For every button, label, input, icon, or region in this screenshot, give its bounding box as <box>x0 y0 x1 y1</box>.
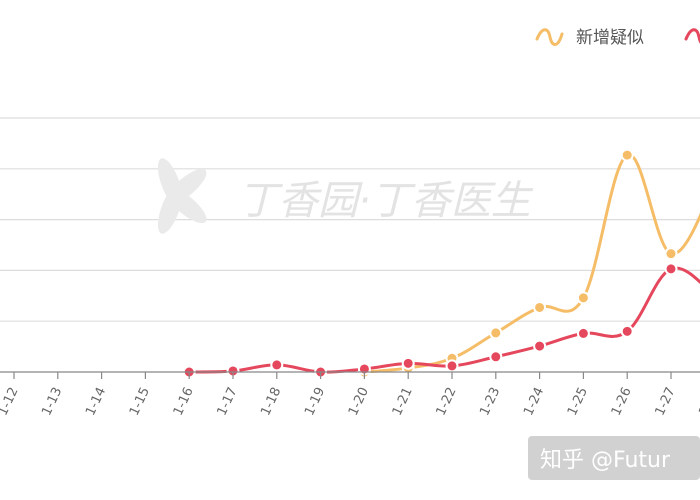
x-tick-label: 1-13 <box>39 385 65 418</box>
watermark-logo <box>157 158 207 234</box>
x-tick-label: 1-20 <box>346 385 372 418</box>
series-2-point-1-25[interactable] <box>576 326 590 340</box>
x-tick-label: 1-23 <box>477 385 503 418</box>
credit-badge: 知乎 @Futur <box>528 436 700 480</box>
gridlines <box>0 117 700 322</box>
x-tick-label: 1-16 <box>171 385 197 418</box>
x-axis: 1-12 1-13 1-14 1-15 1-16 1-17 1-18 1-19 1-20 1-21… <box>0 371 700 418</box>
series-1-point-1-24[interactable] <box>533 300 547 314</box>
series-1-point-1-25[interactable] <box>576 291 590 305</box>
legend: 新增疑似 <box>535 28 700 48</box>
x-tick-label: 1-28 <box>696 385 700 418</box>
series-2-point-1-22[interactable] <box>445 359 459 373</box>
series-1-point-1-23[interactable] <box>489 326 503 340</box>
x-tick-label: 1-15 <box>127 385 153 418</box>
x-tick-label: 1-19 <box>302 385 328 418</box>
watermark: 丁香园·丁香医生 <box>157 158 534 234</box>
x-tick-label: 1-17 <box>215 385 241 418</box>
credit-background <box>528 436 700 480</box>
watermark-text: 丁香园·丁香医生 <box>238 178 534 224</box>
x-tick-label: 1-27 <box>653 385 679 418</box>
x-tick-label: 1-24 <box>521 385 547 418</box>
series-1-point-1-27[interactable] <box>664 247 678 261</box>
series-2-point-1-23[interactable] <box>489 350 503 364</box>
series-2-line <box>187 266 700 374</box>
series-2-point-1-21[interactable] <box>401 356 415 370</box>
x-tick-label: 1-14 <box>83 385 109 418</box>
legend-symbol-1[interactable] <box>535 28 564 46</box>
x-tick-label: 1-12 <box>0 385 22 418</box>
x-tick-label: 1-21 <box>390 385 416 418</box>
legend-symbol-2[interactable] <box>684 28 700 45</box>
series-1-point-1-26[interactable] <box>620 148 634 162</box>
x-tick-label: 1-25 <box>565 385 591 418</box>
series-2-point-1-27[interactable] <box>664 262 678 276</box>
series-2-point-1-24[interactable] <box>533 339 547 353</box>
x-tick-label: 1-18 <box>258 385 284 418</box>
legend-label-1[interactable]: 新增疑似 <box>576 28 644 48</box>
series-2-point-1-18[interactable] <box>270 358 284 372</box>
x-tick-label: 1-26 <box>609 385 635 418</box>
series-2-point-1-26[interactable] <box>620 324 634 338</box>
credit-text: 知乎 @Futur <box>540 448 671 473</box>
x-tick-label: 1-22 <box>434 385 460 418</box>
